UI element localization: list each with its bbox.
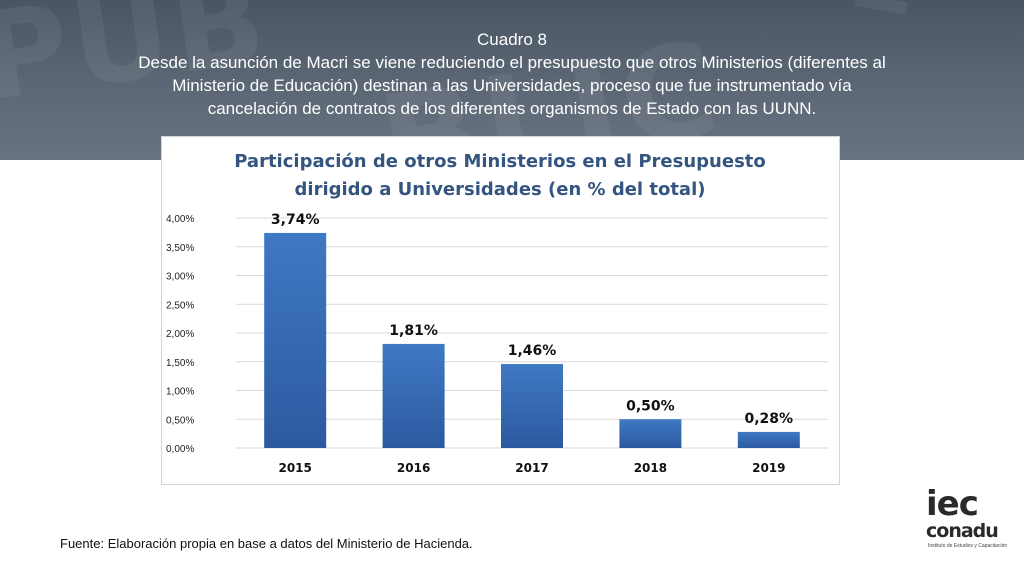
bar-2018 [619,419,682,448]
source-note: Fuente: Elaboración propia en base a dat… [60,536,473,551]
x-tick-label: 2018 [634,461,667,475]
logo-subtitle: Instituto de Estudios y Capacitación [928,543,1008,549]
data-label: 1,46% [508,343,557,359]
bar-2016 [382,343,445,448]
logo-text: conadu [926,520,999,542]
x-tick-label: 2019 [752,461,785,475]
x-tick-label: 2015 [278,461,311,475]
banner-decoration: PUB [840,0,951,24]
bar-2019 [737,431,800,448]
slide-heading-line: Desde la asunción de Macri se viene redu… [138,53,886,72]
y-tick-label: 1,00% [166,387,194,398]
chart-container: Participación de otros Ministerios en el… [161,136,840,485]
data-label: 3,74% [271,212,320,228]
y-tick-label: 2,00% [166,329,194,340]
chart-title-line: Participación de otros Ministerios en el… [234,151,766,172]
bar-2015 [264,232,327,448]
chart-title-line: dirigido a Universidades (en % del total… [295,179,706,200]
y-tick-label: 3,50% [166,243,194,254]
slide-heading-line: cancelación de contratos de los diferent… [207,99,817,118]
bar-2017 [501,364,563,448]
y-tick-label: 3,00% [166,272,194,283]
y-tick-label: 0,00% [166,444,194,455]
data-label: 0,28% [745,411,794,427]
y-tick-label: 0,50% [166,415,194,426]
slide-heading-line: Ministerio de Educación) destinan a las … [172,76,852,95]
data-label: 1,81% [389,323,438,339]
y-tick-label: 1,50% [166,358,194,369]
x-tick-label: 2017 [515,461,548,475]
iec-conadu-logo: iec conadu Instituto de Estudios y Capac… [926,484,1010,552]
slide-heading-line: Cuadro 8 [477,30,547,49]
logo-text: iec [926,484,979,524]
data-label: 0,50% [626,398,675,414]
bar-chart: Participación de otros Ministerios en el… [166,151,828,475]
slide-heading: Cuadro 8 Desde la asunción de Macri se v… [60,28,964,120]
x-tick-label: 2016 [397,461,430,475]
header-banner: PUB PUB BLIC Cuadro 8 Desde la asunción … [0,0,1024,160]
y-tick-label: 2,50% [166,300,194,311]
y-tick-label: 4,00% [166,214,194,225]
